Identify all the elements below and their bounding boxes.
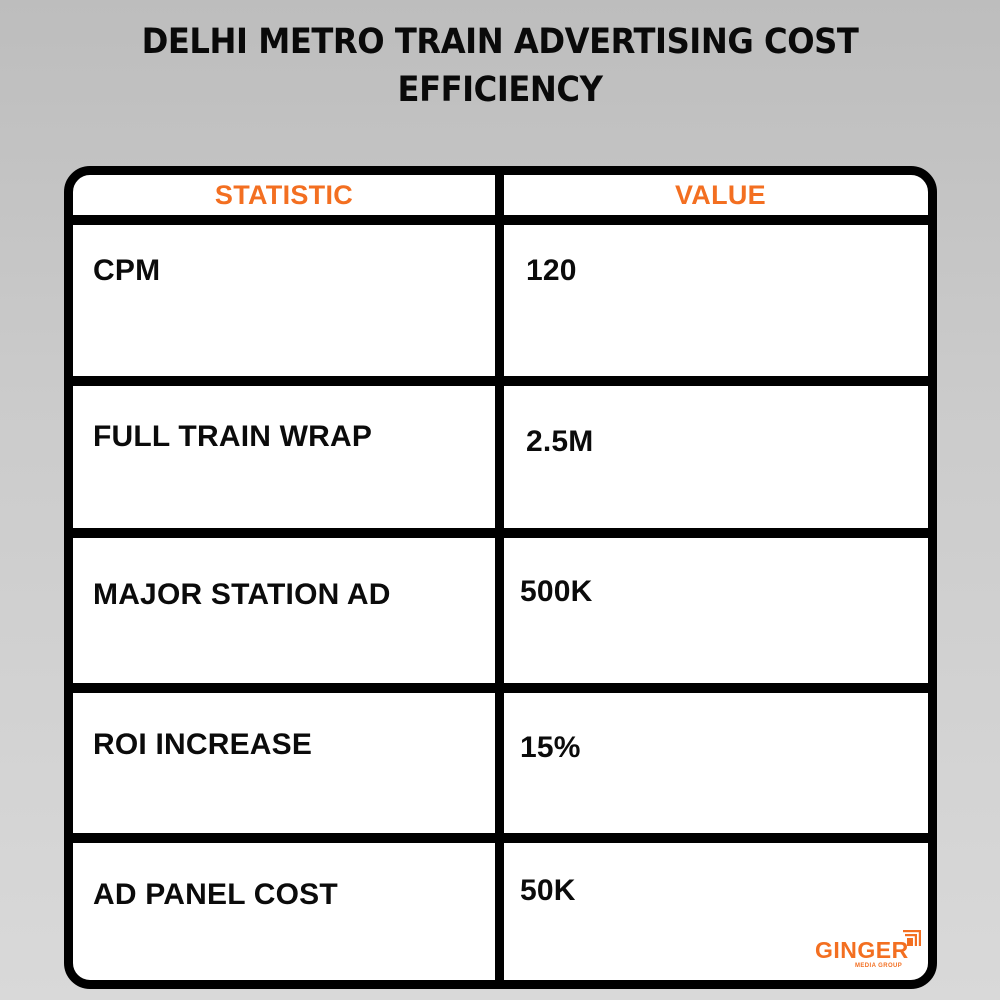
statistic-cell: FULL TRAIN WRAP: [93, 420, 373, 453]
row-divider: [73, 376, 928, 386]
column-header-value: VALUE: [674, 179, 766, 210]
value-cell: 500K: [520, 575, 593, 608]
statistic-cell: AD PANEL COST: [93, 878, 338, 911]
title-line-1: DELHI METRO TRAIN ADVERTISING COST: [141, 22, 859, 62]
column-divider: [495, 175, 504, 980]
page-title: DELHI METRO TRAIN ADVERTISING COST EFFIC…: [40, 18, 960, 114]
row-divider: [73, 683, 928, 693]
statistic-cell: CPM: [93, 254, 161, 287]
value-cell: 2.5M: [526, 425, 594, 458]
value-cell: 120: [526, 254, 577, 287]
column-header-statistic: STATISTIC: [214, 179, 354, 210]
row-divider: [73, 833, 928, 843]
statistic-cell: ROI INCREASE: [93, 728, 313, 761]
row-divider: [73, 528, 928, 538]
statistics-table: STATISTIC VALUE CPM 120 FULL TRAIN WRAP …: [64, 166, 937, 989]
ginger-logo-mark-icon: [903, 930, 921, 946]
value-cell: 15%: [520, 731, 581, 764]
title-line-2: EFFICIENCY: [397, 70, 603, 110]
value-cell: 50K: [520, 874, 576, 907]
logo-wordmark: GINGER: [815, 937, 909, 963]
ginger-media-group-logo: GINGER MEDIA GROUP: [815, 930, 925, 975]
statistic-cell: MAJOR STATION AD: [93, 578, 391, 611]
logo-tagline: MEDIA GROUP: [855, 963, 903, 969]
row-divider: [73, 215, 928, 225]
